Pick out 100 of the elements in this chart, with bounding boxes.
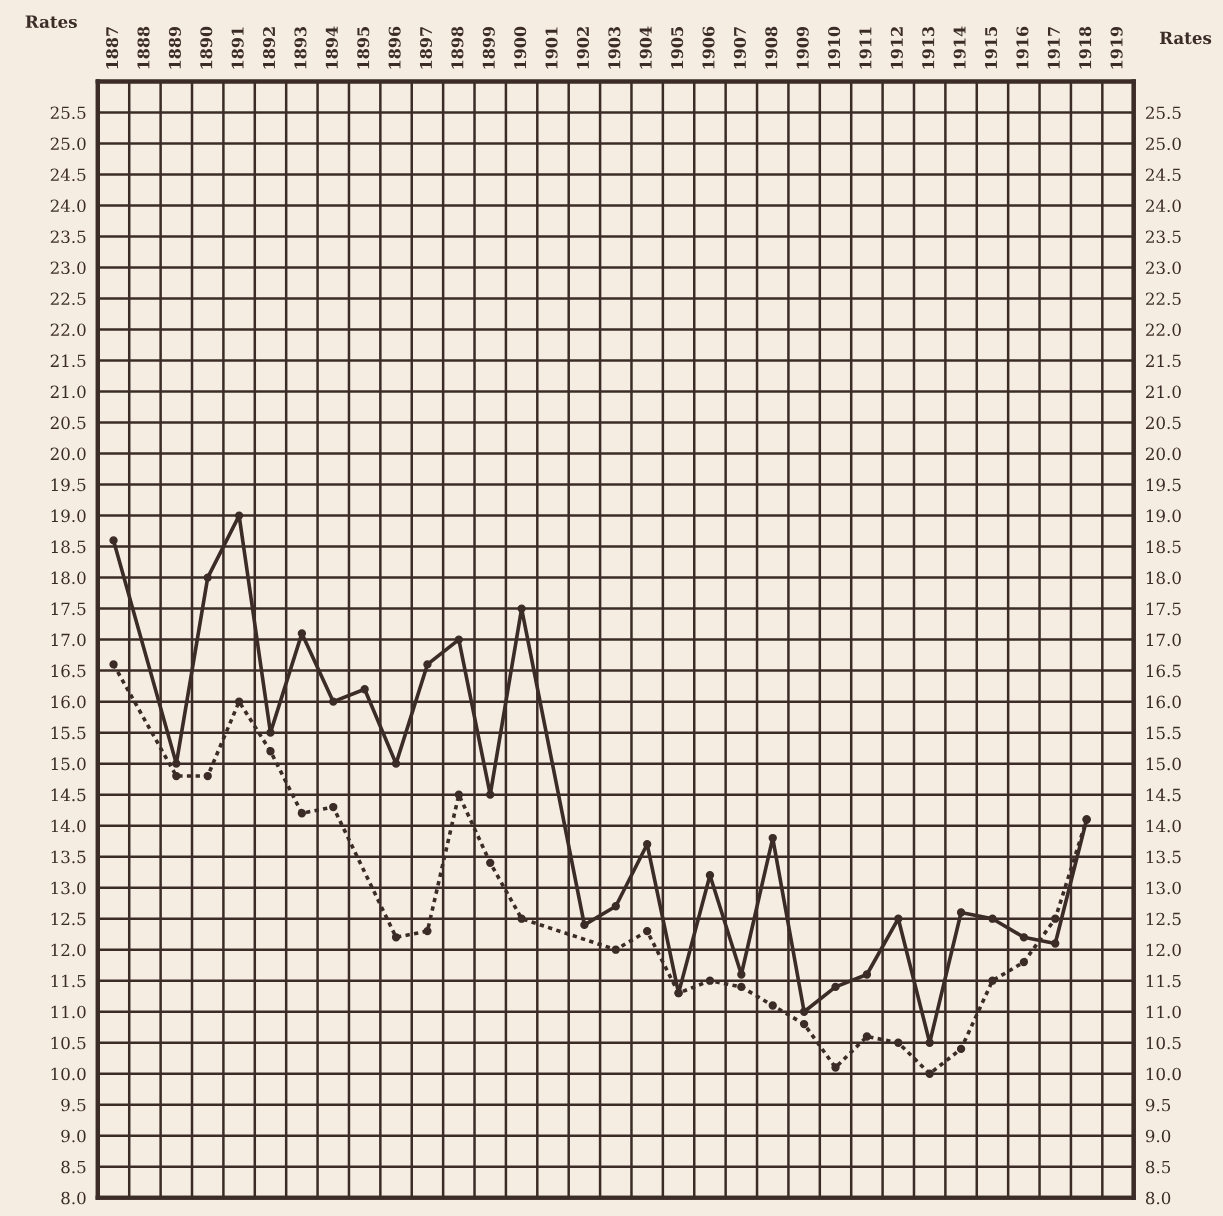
x-tick-label: 1919	[1110, 26, 1123, 69]
y2-tick-label: 23.0	[1145, 261, 1181, 275]
y-tick-label: 10.5	[51, 1036, 86, 1050]
y-tick-label: 20.5	[50, 416, 86, 430]
y-tick-label: 12.5	[51, 912, 86, 926]
y2-tick-label: 8.0	[1145, 1191, 1171, 1205]
point	[956, 908, 966, 917]
y-tick-label: 21.0	[50, 385, 86, 399]
point	[705, 871, 715, 880]
x-tick-label: 1906	[702, 26, 715, 69]
point	[1051, 939, 1060, 948]
point	[894, 914, 903, 923]
x-tick-label: 1900	[514, 26, 527, 69]
x-tick-label: 1913	[922, 26, 935, 69]
x-tick-label: 1892	[263, 27, 276, 69]
point	[894, 1038, 903, 1047]
y-tick-label: 23.0	[50, 261, 86, 275]
y-tick-label: 24.0	[50, 199, 86, 213]
y-tick-label: 12.0	[51, 943, 86, 957]
y-tick-label: 25.5	[50, 106, 86, 120]
y2-tick-label: 22.0	[1145, 323, 1181, 337]
x-tick-label: 1901	[545, 27, 558, 69]
x-tick-label: 1894	[325, 26, 338, 69]
point	[423, 926, 432, 936]
x-tick-label: 1888	[137, 26, 150, 69]
y-tick-label: 22.5	[50, 292, 86, 306]
x-tick-label: 1907	[733, 27, 746, 69]
y2-tick-label: 20.5	[1145, 416, 1181, 430]
point	[988, 976, 997, 985]
y2-tick-label: 19.0	[1146, 509, 1181, 523]
y-tick-label: 19.0	[51, 509, 86, 523]
y2-tick-label: 16.0	[1146, 695, 1181, 709]
y-tick-label: 15.0	[51, 757, 86, 771]
point	[329, 802, 338, 812]
x-tick-label: 1904	[639, 26, 652, 69]
point	[768, 1001, 777, 1010]
x-tick-label: 1891	[231, 27, 244, 69]
y2-tick-label: 8.5	[1145, 1160, 1171, 1174]
point	[611, 945, 620, 954]
x-tick-label: 1887	[106, 27, 119, 69]
point	[360, 685, 369, 694]
point	[799, 1007, 809, 1016]
point	[517, 604, 526, 613]
point	[172, 771, 181, 781]
point	[297, 629, 307, 638]
y2-tick-label: 17.0	[1146, 633, 1181, 647]
y-tick-label: 16.0	[51, 695, 86, 709]
y2-tick-label: 22.5	[1145, 292, 1181, 306]
point	[203, 771, 212, 781]
point	[925, 1038, 934, 1047]
y2-tick-label: 11.0	[1146, 1005, 1181, 1019]
y2-tick-label: 12.0	[1146, 943, 1181, 957]
point	[925, 1069, 934, 1078]
y2-tick-label: 23.5	[1145, 230, 1181, 244]
x-tick-label: 1914	[953, 26, 966, 69]
y2-tick-label: 14.0	[1146, 819, 1181, 833]
point	[705, 976, 715, 985]
point	[862, 1032, 872, 1041]
y-tick-label: 24.5	[50, 168, 86, 182]
y2-tick-label: 21.0	[1145, 385, 1181, 399]
point	[266, 728, 275, 737]
point	[862, 970, 872, 979]
point	[329, 697, 338, 706]
x-tick-label: 1899	[482, 26, 495, 69]
y2-tick-label: 24.0	[1145, 199, 1181, 213]
point	[486, 858, 495, 868]
y2-tick-label: 11.5	[1146, 974, 1181, 988]
y-tick-label: 8.5	[61, 1160, 86, 1174]
x-tick-label: 1910	[828, 26, 841, 69]
y-tick-label: 11.5	[51, 974, 86, 988]
y-tick-label: 20.0	[50, 447, 86, 461]
x-tick-label: 1911	[859, 27, 872, 69]
y2-tick-label: 19.5	[1146, 478, 1181, 492]
x-tick-label: 1898	[451, 26, 464, 69]
point	[643, 926, 652, 936]
point	[203, 573, 212, 582]
y2-tick-label: 12.5	[1146, 912, 1181, 926]
point	[1019, 957, 1029, 967]
x-tick-label: 1916	[1016, 26, 1029, 69]
y-tick-label: 23.5	[50, 230, 86, 244]
y-tick-label: 18.0	[51, 571, 86, 585]
y2-tick-label: 10.0	[1146, 1067, 1181, 1081]
point	[234, 697, 244, 706]
point	[172, 759, 181, 768]
y-tick-label: 19.5	[51, 478, 86, 492]
y2-tick-label: 21.5	[1145, 354, 1181, 368]
point	[988, 914, 997, 923]
y-tick-label: 25.0	[50, 137, 86, 151]
point	[234, 511, 244, 520]
y2-axis-title: Rates	[1159, 31, 1212, 45]
y2-tick-label: 9.0	[1145, 1129, 1171, 1143]
y-tick-label: 22.0	[50, 323, 86, 337]
y-tick-label: 9.0	[61, 1129, 86, 1143]
x-tick-label: 1905	[671, 27, 684, 69]
point	[486, 790, 495, 799]
point	[737, 970, 746, 979]
y-tick-label: 13.0	[51, 881, 86, 895]
point	[109, 660, 118, 669]
y-tick-label: 13.5	[51, 850, 86, 864]
x-tick-label: 1915	[985, 27, 998, 69]
